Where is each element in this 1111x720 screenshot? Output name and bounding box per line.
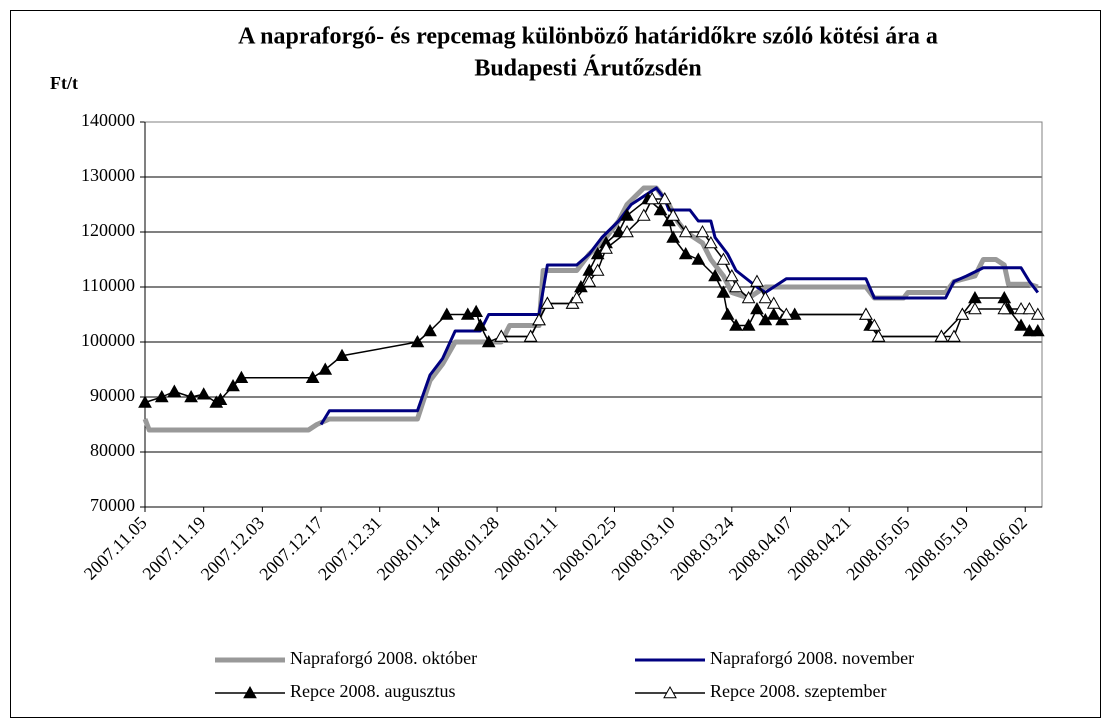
series-marker	[779, 307, 794, 320]
y-tick-label: 140000	[81, 110, 135, 130]
series-marker	[1022, 301, 1037, 315]
series-marker	[729, 318, 743, 331]
series-marker	[678, 246, 693, 260]
series-marker	[750, 274, 764, 287]
series-marker	[968, 301, 982, 315]
series-marker	[582, 274, 597, 287]
series-marker	[1014, 318, 1028, 331]
series-marker	[569, 290, 584, 304]
series-marker	[997, 301, 1012, 315]
series-marker	[720, 307, 735, 320]
series-marker	[620, 224, 634, 238]
series-marker	[523, 329, 538, 342]
series-marker	[154, 389, 169, 403]
series-marker	[657, 191, 672, 205]
series-marker	[716, 285, 731, 298]
series-marker	[599, 241, 613, 254]
series-marker	[494, 329, 509, 342]
series-marker	[439, 307, 454, 320]
series-marker	[666, 208, 680, 221]
series-marker	[666, 230, 680, 243]
series-marker	[691, 252, 706, 265]
y-tick-label: 130000	[81, 165, 135, 185]
y-axis-label: Ft/t	[50, 73, 78, 93]
y-tick-label: 90000	[90, 385, 135, 405]
series-marker	[410, 334, 425, 348]
series-marker	[1014, 301, 1028, 315]
series-marker	[532, 312, 546, 326]
series-marker	[473, 318, 488, 331]
series-marker	[741, 290, 756, 304]
series-marker	[867, 318, 882, 331]
series-marker	[481, 334, 496, 348]
series-marker	[196, 387, 211, 400]
legend-marker	[243, 685, 257, 699]
legend-marker	[663, 685, 677, 699]
series-marker	[758, 290, 773, 304]
y-tick-label: 100000	[81, 330, 135, 350]
chart-title: Budapesti Árutőzsdén	[474, 56, 701, 82]
series-marker	[678, 224, 693, 238]
series-marker	[138, 395, 152, 408]
series-marker	[695, 224, 710, 238]
y-tick-label: 80000	[90, 440, 135, 460]
plot-area	[145, 122, 1042, 507]
series-marker	[620, 208, 634, 221]
series-marker	[234, 370, 249, 384]
series-marker	[611, 224, 626, 238]
series-marker	[947, 329, 961, 342]
series-marker	[213, 392, 228, 406]
series-marker	[423, 323, 437, 337]
series-marker	[226, 378, 240, 392]
legend-label: Repce 2008. szeptember	[710, 681, 886, 701]
series-marker	[766, 296, 781, 309]
series-marker	[871, 329, 886, 342]
series-marker	[1030, 307, 1045, 320]
series-marker	[653, 202, 668, 216]
series-marker	[1022, 323, 1037, 337]
series-marker	[708, 268, 722, 282]
y-tick-label: 70000	[90, 495, 135, 515]
series-marker	[318, 362, 333, 375]
series-marker	[750, 301, 764, 315]
series-marker	[645, 191, 660, 205]
series-marker	[766, 307, 781, 320]
series-marker	[540, 296, 555, 309]
series-marker	[716, 252, 731, 265]
series-marker	[590, 263, 605, 276]
legend-label: Napraforgó 2008. október	[290, 648, 477, 668]
series-marker	[167, 384, 182, 397]
series-marker	[859, 307, 873, 320]
series-marker	[955, 307, 970, 320]
series-marker	[335, 348, 349, 362]
legend-label: Repce 2008. augusztus	[290, 681, 455, 701]
series-marker	[724, 268, 739, 282]
series-marker	[729, 279, 743, 293]
series-marker	[1030, 323, 1045, 337]
series-marker	[704, 235, 718, 249]
legend-label: Napraforgó 2008. november	[710, 648, 914, 668]
chart-title: A napraforgó- és repcemag különböző hatá…	[238, 24, 938, 50]
series-marker	[469, 304, 483, 318]
series-marker	[305, 370, 320, 384]
series-marker	[741, 318, 756, 331]
y-tick-label: 110000	[82, 275, 135, 295]
series-marker	[184, 389, 198, 403]
series-marker	[934, 329, 949, 342]
y-tick-label: 120000	[81, 220, 135, 240]
series-marker	[636, 208, 651, 221]
